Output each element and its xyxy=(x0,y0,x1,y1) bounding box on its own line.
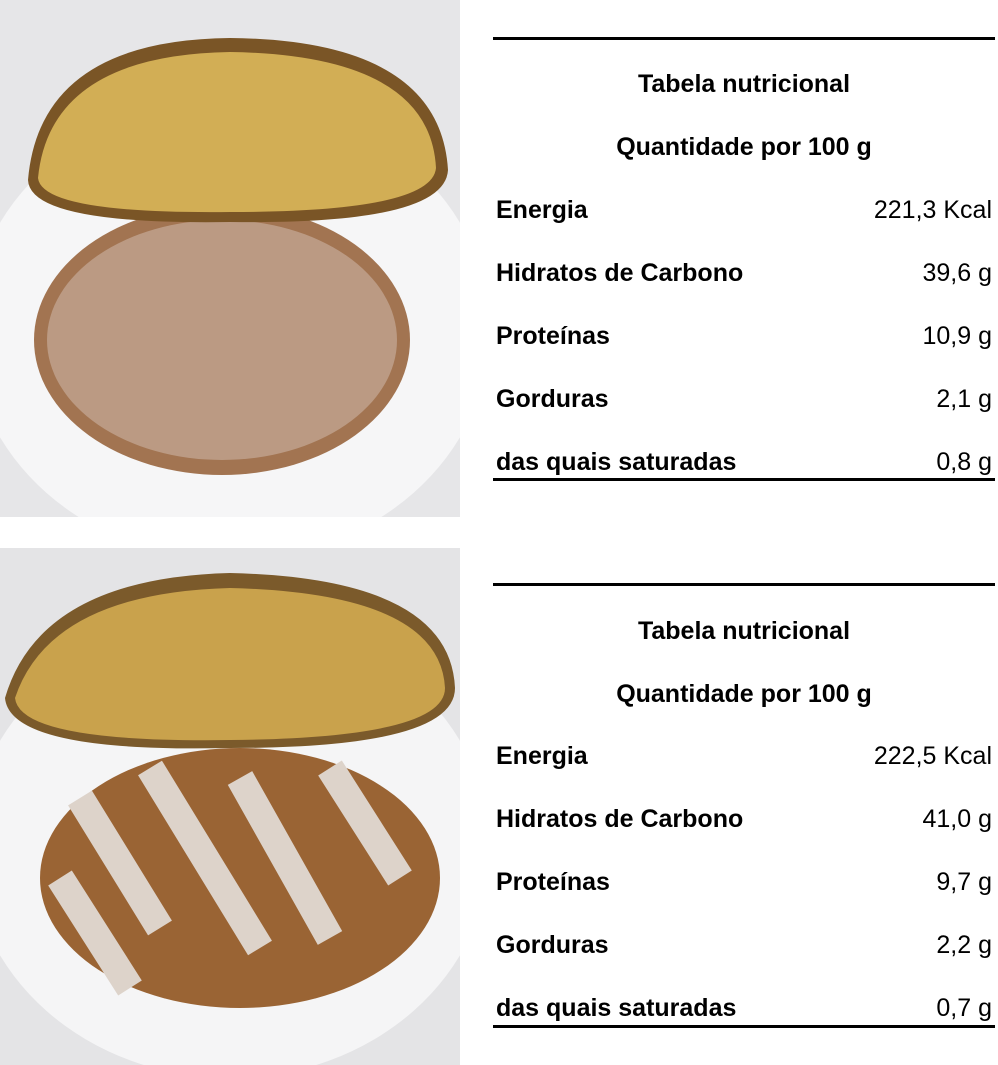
nutrient-label: Hidratos de Carbono xyxy=(496,805,744,833)
nutrition-table: Tabela nutricional Quantidade por 100 g … xyxy=(493,37,995,497)
table-row: Proteínas 10,9 g xyxy=(496,316,992,356)
nutrition-table: Tabela nutricional Quantidade por 100 g … xyxy=(493,583,995,1043)
table-row: Energia 222,5 Kcal xyxy=(496,736,992,776)
nutrient-value: 222,5 Kcal xyxy=(873,742,992,770)
table-row: Hidratos de Carbono 41,0 g xyxy=(496,799,992,839)
table-subtitle: Quantidade por 100 g xyxy=(616,133,872,161)
nutrient-label: Gorduras xyxy=(496,931,609,959)
nutrient-value: 0,8 g xyxy=(936,448,992,476)
nutrient-value: 39,6 g xyxy=(922,259,992,287)
table-row: Hidratos de Carbono 39,6 g xyxy=(496,253,992,293)
table-top-rule xyxy=(493,583,995,586)
nutrient-value: 2,1 g xyxy=(936,385,992,413)
table-row: Gorduras 2,2 g xyxy=(496,925,992,965)
nutrient-label: Gorduras xyxy=(496,385,609,413)
nutrient-value: 2,2 g xyxy=(936,931,992,959)
bread-photo xyxy=(0,548,460,1065)
nutrient-label: Energia xyxy=(496,742,588,770)
table-bottom-rule xyxy=(493,1025,995,1028)
table-top-rule xyxy=(493,37,995,40)
table-subtitle: Quantidade por 100 g xyxy=(616,680,872,708)
nutrient-value: 10,9 g xyxy=(922,322,992,350)
nutrient-label: das quais saturadas xyxy=(496,448,737,476)
nutrient-label: das quais saturadas xyxy=(496,994,737,1022)
nutrient-label: Proteínas xyxy=(496,322,610,350)
table-title: Tabela nutricional xyxy=(637,617,851,645)
nutrient-value: 9,7 g xyxy=(936,868,992,896)
nutrient-value: 0,7 g xyxy=(936,994,992,1022)
bread-photo xyxy=(0,0,460,517)
table-row: Energia 221,3 Kcal xyxy=(496,190,992,230)
nutrient-value: 41,0 g xyxy=(922,805,992,833)
table-row: Gorduras 2,1 g xyxy=(496,379,992,419)
table-row: das quais saturadas 0,7 g xyxy=(496,988,992,1028)
table-row: Proteínas 9,7 g xyxy=(496,862,992,902)
nutrient-value: 221,3 Kcal xyxy=(873,196,992,224)
table-bottom-rule xyxy=(493,478,995,481)
table-title: Tabela nutricional xyxy=(637,70,851,98)
nutrient-label: Proteínas xyxy=(496,868,610,896)
nutrient-label: Energia xyxy=(496,196,588,224)
table-row: das quais saturadas 0,8 g xyxy=(496,442,992,482)
nutrient-label: Hidratos de Carbono xyxy=(496,259,744,287)
